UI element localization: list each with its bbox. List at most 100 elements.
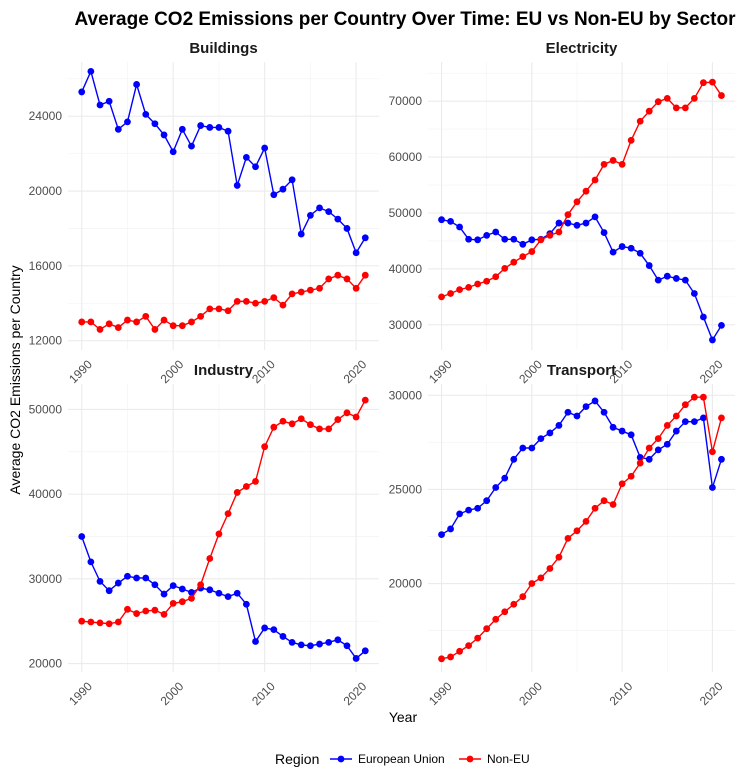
data-point [133,318,141,326]
data-point [681,276,689,284]
data-point [555,422,563,429]
x-tick-label: 1990 [426,357,455,386]
data-point [645,455,653,463]
data-point [306,286,314,294]
data-point [447,525,454,533]
data-point [456,510,464,518]
data-point [270,294,278,302]
data-point [654,446,662,454]
data-point [672,275,680,282]
data-point [636,459,644,467]
y-tick-label: 20000 [389,577,423,591]
data-point [600,160,608,168]
data-point [690,290,698,297]
data-point [233,589,241,597]
data-point [564,534,572,542]
data-point [718,455,725,463]
data-point [96,326,104,333]
legend-key-point [337,755,345,763]
data-point [169,599,177,607]
data-point [306,211,314,219]
data-point [188,594,195,602]
data-point [87,318,95,326]
data-point [465,506,473,514]
legend-title: Region [275,751,319,767]
data-point [546,565,554,572]
data-point [96,577,104,585]
data-point [510,600,518,608]
data-point [206,555,214,562]
data-point [334,636,342,644]
data-point [564,219,572,227]
data-point [510,258,518,266]
chart-title: Average CO2 Emissions per Country Over T… [75,9,737,30]
panel-industry: 20000 30000 40000 50000 1990 2000 2010 2020 Indu… [29,362,379,708]
data-point [361,647,369,655]
data-point [114,579,122,587]
data-point [699,79,707,87]
data-point [288,638,296,646]
data-point [600,408,608,416]
data-point [709,484,716,491]
x-tick-label: 2010 [249,357,278,386]
data-point [133,610,141,617]
y-tick-label: 40000 [389,262,423,276]
data-point [654,435,662,442]
data-point [483,231,491,239]
data-point [645,262,653,269]
data-point [609,157,617,164]
data-point [188,142,195,150]
data-point [78,533,86,540]
data-point [510,455,518,463]
data-point [654,98,662,106]
data-point [297,415,305,423]
data-point [672,104,680,112]
data-point [151,120,159,128]
data-point [681,418,689,426]
data-point [501,474,509,482]
data-point [151,326,159,333]
legend: Region European Union Non-EU [275,751,530,767]
data-point [288,176,296,184]
data-point [636,249,644,257]
data-point [600,229,608,236]
data-point [609,248,617,256]
data-point [352,655,360,662]
data-point [252,299,259,307]
data-point [105,320,113,328]
data-point [483,497,491,505]
data-point [142,574,150,582]
data-point [169,582,177,589]
series-line-non-eu [81,399,366,625]
data-point [215,124,223,131]
data-point [600,497,608,505]
data-point [288,290,296,298]
data-point [78,318,86,326]
data-point [270,626,278,634]
data-point [591,176,599,184]
data-point [663,94,671,102]
data-point [188,318,195,326]
y-tick-label: 30000 [29,572,63,586]
data-point [609,501,617,508]
data-point [573,412,581,420]
panel-title: Industry [194,362,254,379]
data-point [591,504,599,512]
data-point [709,448,716,456]
data-point [178,125,186,133]
data-point [361,234,369,242]
data-point [142,110,150,118]
data-point [215,530,223,538]
data-point [188,588,195,596]
data-point [501,264,509,272]
data-point [343,225,351,232]
data-point [87,67,95,75]
data-point [197,122,205,129]
data-point [206,124,214,131]
y-tick-label: 12000 [29,334,63,348]
data-point [438,216,445,224]
data-point [483,625,491,633]
data-point [352,413,360,421]
data-point [105,620,113,628]
data-point [178,322,186,330]
